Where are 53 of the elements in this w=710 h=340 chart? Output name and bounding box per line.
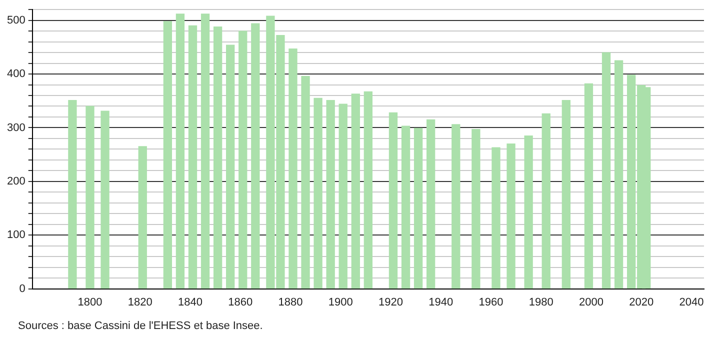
y-tick-label: 0	[19, 282, 26, 295]
x-tick-label: 1880	[278, 296, 303, 308]
bar	[584, 83, 594, 289]
bar	[226, 44, 235, 289]
bar	[452, 124, 460, 289]
x-tick-label: 1860	[228, 296, 253, 308]
bar	[326, 100, 335, 289]
bar	[472, 129, 480, 289]
x-tick-label: 1940	[428, 296, 454, 308]
bar	[602, 52, 611, 289]
bar	[288, 48, 298, 289]
bar	[351, 94, 360, 289]
bar	[200, 14, 210, 289]
x-tick-label: 2000	[578, 296, 604, 308]
x-tick-label: 1980	[528, 296, 554, 308]
bar	[492, 147, 500, 289]
y-tick-label: 200	[6, 175, 26, 188]
bar	[100, 110, 110, 289]
bar	[213, 26, 222, 289]
bar	[506, 144, 516, 289]
x-tick-label: 2040	[679, 296, 704, 308]
y-tick-label: 100	[6, 229, 26, 242]
bar	[163, 21, 172, 289]
bar	[614, 60, 624, 289]
source-note: Sources : base Cassini de l'EHESS et base Insee.	[18, 320, 263, 332]
bar	[364, 91, 373, 289]
y-tick-label: 500	[6, 14, 26, 26]
y-tick-label: 400	[6, 68, 26, 80]
x-tick-label: 1900	[328, 296, 353, 308]
bar	[562, 100, 570, 289]
bar	[426, 119, 436, 289]
bar	[301, 76, 310, 289]
bar	[68, 100, 77, 289]
bar	[338, 104, 348, 289]
x-tick-label: 1960	[478, 296, 504, 308]
x-tick-label: 2020	[629, 296, 654, 308]
bar	[138, 146, 147, 289]
x-tick-label: 1840	[178, 296, 202, 308]
bar	[314, 98, 322, 289]
x-tick-label: 1920	[378, 296, 403, 308]
bar	[388, 112, 398, 289]
bar	[401, 126, 410, 289]
bar	[542, 113, 550, 289]
bar	[86, 106, 94, 289]
bar	[251, 23, 260, 289]
bar	[188, 25, 198, 289]
bar	[524, 135, 533, 289]
x-tick-label: 1820	[128, 296, 152, 308]
bar	[414, 128, 423, 289]
bar	[176, 14, 185, 289]
bar	[238, 30, 248, 289]
y-tick-label: 300	[6, 122, 26, 134]
x-tick-label: 1800	[78, 296, 102, 308]
